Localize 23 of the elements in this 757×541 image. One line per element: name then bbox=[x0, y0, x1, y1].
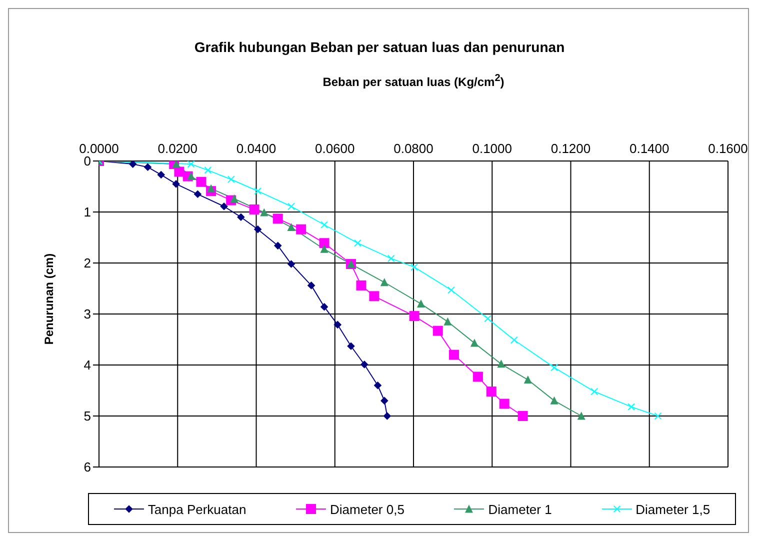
x-tick-label: 0.0400 bbox=[236, 141, 276, 156]
x-axis-title: Beban per satuan luas (Kg/cm$^{2}$) bbox=[322, 73, 506, 89]
x-tick-label: 0.1000 bbox=[472, 141, 512, 156]
x-tick-label: 0.0200 bbox=[158, 141, 198, 156]
x-tick-label: 0.1200 bbox=[550, 141, 591, 156]
chart-title: Grafik hubungan Beban per satuan luas dan penurunan bbox=[193, 39, 566, 55]
legend-label: Diameter 1 bbox=[487, 502, 552, 516]
x-tick-label: 0.1600 bbox=[708, 141, 748, 156]
x-tick-label: 0.1400 bbox=[629, 141, 670, 156]
y-tick-label: 4 bbox=[84, 358, 91, 373]
legend-label: Diameter 1,5 bbox=[634, 502, 710, 516]
y-tick-label: 1 bbox=[84, 204, 91, 220]
y-tick-label: 3 bbox=[84, 306, 91, 322]
y-tick-label: 0 bbox=[84, 154, 91, 169]
legend-label: Diameter 0,5 bbox=[329, 502, 404, 516]
x-tick-label: 0.0800 bbox=[394, 141, 434, 156]
y-tick-label: 6 bbox=[84, 460, 91, 475]
y-axis-title: Penurunan (cm) bbox=[42, 253, 56, 345]
x-tick-label: 0.0600 bbox=[314, 141, 355, 156]
legend-label: Tanpa Perkuatan bbox=[146, 502, 246, 516]
x-tick-label: 0.0000 bbox=[79, 141, 119, 156]
y-tick-label: 5 bbox=[84, 408, 91, 424]
y-tick-label: 2 bbox=[84, 256, 91, 271]
